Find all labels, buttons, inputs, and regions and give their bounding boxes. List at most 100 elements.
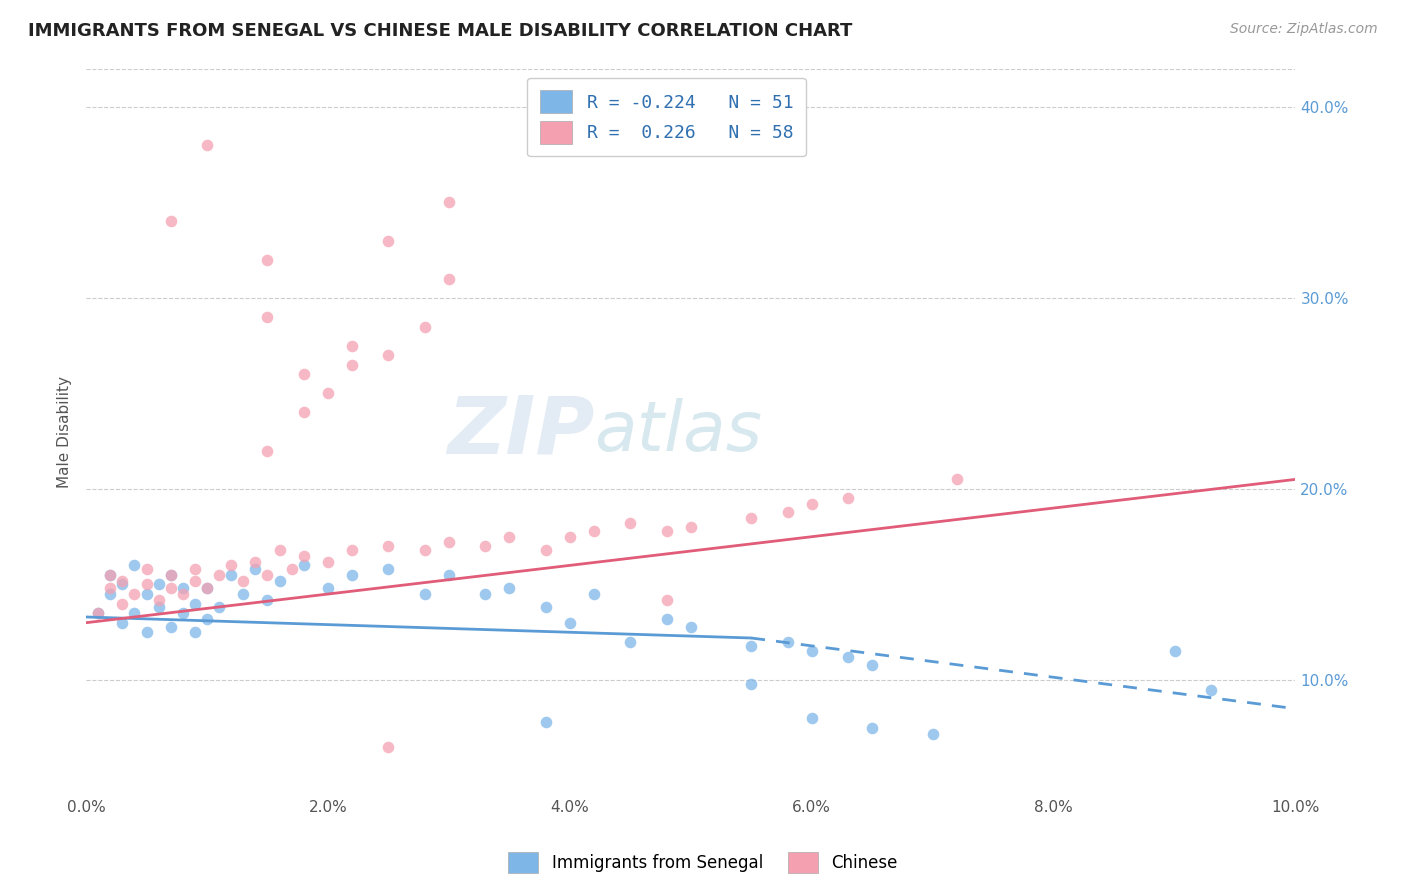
Point	[316, 386, 339, 401]
Point	[111, 615, 134, 630]
Point	[232, 574, 254, 588]
Point	[340, 358, 363, 372]
Point	[159, 568, 181, 582]
Point	[655, 524, 678, 538]
Point	[619, 516, 641, 531]
Point	[87, 606, 110, 620]
Point	[111, 597, 134, 611]
Point	[172, 582, 194, 596]
Point	[800, 497, 823, 511]
Point	[1199, 682, 1222, 697]
Point	[558, 615, 581, 630]
Point	[124, 558, 146, 573]
Point	[413, 319, 436, 334]
Point	[219, 568, 242, 582]
Point	[1163, 644, 1185, 658]
Point	[135, 562, 157, 576]
Point	[159, 568, 181, 582]
Point	[98, 587, 121, 601]
Point	[776, 635, 799, 649]
Point	[582, 587, 605, 601]
Point	[837, 491, 859, 506]
Point	[679, 619, 702, 633]
Point	[184, 574, 207, 588]
Point	[159, 619, 181, 633]
Point	[655, 592, 678, 607]
Point	[437, 195, 460, 210]
Point	[135, 577, 157, 591]
Point	[280, 562, 302, 576]
Point	[195, 582, 218, 596]
Legend: Immigrants from Senegal, Chinese: Immigrants from Senegal, Chinese	[502, 846, 904, 880]
Point	[195, 612, 218, 626]
Point	[558, 530, 581, 544]
Point	[195, 582, 218, 596]
Point	[135, 625, 157, 640]
Point	[437, 271, 460, 285]
Point	[437, 535, 460, 549]
Point	[159, 214, 181, 228]
Point	[269, 574, 291, 588]
Point	[159, 582, 181, 596]
Point	[340, 338, 363, 352]
Point	[256, 568, 278, 582]
Point	[292, 405, 315, 419]
Point	[148, 592, 170, 607]
Point	[340, 543, 363, 558]
Text: IMMIGRANTS FROM SENEGAL VS CHINESE MALE DISABILITY CORRELATION CHART: IMMIGRANTS FROM SENEGAL VS CHINESE MALE …	[28, 22, 852, 40]
Point	[860, 721, 883, 735]
Point	[256, 252, 278, 267]
Point	[184, 625, 207, 640]
Point	[256, 443, 278, 458]
Point	[245, 555, 267, 569]
Point	[111, 574, 134, 588]
Point	[256, 592, 278, 607]
Point	[245, 562, 267, 576]
Point	[474, 587, 496, 601]
Legend: R = -0.224   N = 51, R =  0.226   N = 58: R = -0.224 N = 51, R = 0.226 N = 58	[527, 78, 806, 156]
Point	[377, 234, 399, 248]
Point	[437, 568, 460, 582]
Point	[498, 530, 520, 544]
Point	[98, 582, 121, 596]
Text: atlas: atlas	[593, 398, 762, 465]
Point	[377, 348, 399, 362]
Point	[135, 587, 157, 601]
Point	[219, 558, 242, 573]
Point	[292, 558, 315, 573]
Point	[208, 600, 231, 615]
Point	[148, 577, 170, 591]
Point	[124, 587, 146, 601]
Point	[184, 562, 207, 576]
Text: ZIP: ZIP	[447, 392, 593, 471]
Point	[619, 635, 641, 649]
Point	[377, 539, 399, 553]
Point	[195, 138, 218, 153]
Point	[269, 543, 291, 558]
Point	[498, 582, 520, 596]
Point	[582, 524, 605, 538]
Point	[292, 368, 315, 382]
Point	[679, 520, 702, 534]
Point	[413, 587, 436, 601]
Point	[655, 612, 678, 626]
Point	[474, 539, 496, 553]
Point	[800, 644, 823, 658]
Point	[860, 657, 883, 672]
Point	[800, 711, 823, 725]
Point	[740, 639, 762, 653]
Point	[111, 577, 134, 591]
Point	[172, 587, 194, 601]
Point	[837, 650, 859, 665]
Point	[340, 568, 363, 582]
Point	[292, 549, 315, 563]
Point	[87, 606, 110, 620]
Point	[377, 739, 399, 754]
Y-axis label: Male Disability: Male Disability	[58, 376, 72, 488]
Point	[98, 568, 121, 582]
Point	[316, 582, 339, 596]
Point	[413, 543, 436, 558]
Point	[534, 543, 557, 558]
Point	[98, 568, 121, 582]
Point	[740, 677, 762, 691]
